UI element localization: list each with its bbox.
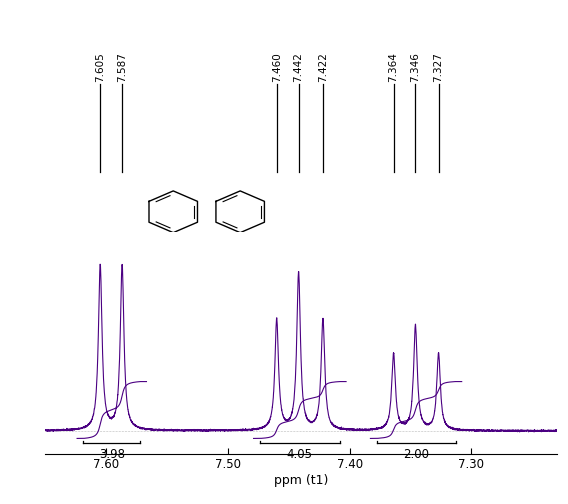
Text: 3.98: 3.98 [99, 449, 125, 462]
Text: 7.364: 7.364 [389, 52, 399, 82]
Text: 7.587: 7.587 [117, 52, 127, 82]
X-axis label: ppm (t1): ppm (t1) [274, 474, 328, 487]
Text: 4.05: 4.05 [287, 449, 313, 462]
Text: 7.327: 7.327 [433, 52, 444, 82]
Text: 7.460: 7.460 [272, 52, 282, 82]
Text: 7.605: 7.605 [95, 52, 105, 82]
Text: 7.442: 7.442 [294, 52, 304, 82]
Text: 2.00: 2.00 [403, 449, 429, 462]
Text: 7.422: 7.422 [318, 52, 328, 82]
Text: 7.346: 7.346 [411, 52, 420, 82]
